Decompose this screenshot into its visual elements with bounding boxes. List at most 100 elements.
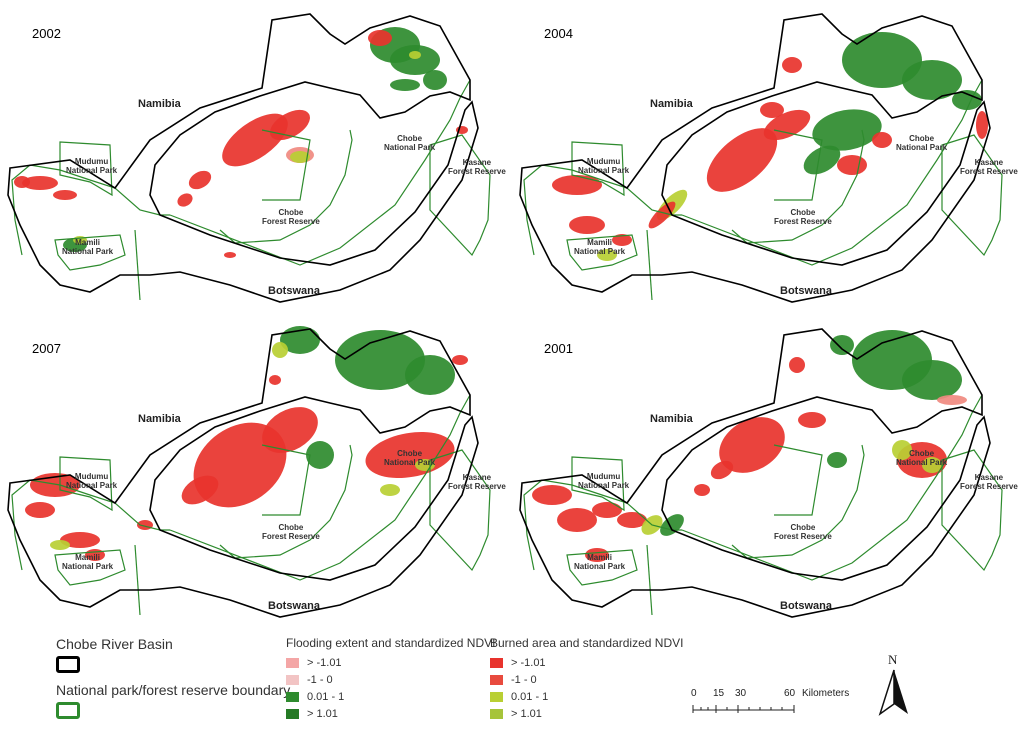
chobe-np-label: Chobe National Park: [384, 134, 436, 152]
park-boundary: [219, 444, 353, 559]
year-label: 2007: [32, 341, 61, 356]
park-boundary: [523, 479, 682, 571]
land-cover-patch: [262, 407, 318, 453]
land-cover-patch: [22, 176, 58, 190]
land-cover-patch: [902, 360, 962, 400]
burn-legend-label: > 1.01: [511, 707, 542, 720]
chobe-fr-label: Chobe Forest Reserve: [262, 523, 320, 541]
land-cover-patch: [53, 190, 77, 200]
park-boundary: [134, 229, 141, 301]
park-boundary: [773, 444, 823, 516]
namibia-label: Namibia: [650, 98, 693, 110]
map-canvas: [519, 13, 1003, 303]
year-label: 2002: [32, 26, 61, 41]
land-cover-patch: [976, 111, 988, 139]
mamili-label: Mamili National Park: [574, 553, 626, 571]
legend-boundaries: Chobe River Basin National park/forest r…: [56, 636, 290, 724]
land-cover-patch: [842, 32, 922, 88]
park-boundary: [773, 129, 823, 201]
burn-legend-label: 0.01 - 1: [511, 690, 549, 703]
basin-outline: [519, 13, 991, 303]
basin-legend-label: Chobe River Basin: [56, 636, 173, 652]
map-canvas: [7, 326, 491, 618]
map-panel-2002: 2002 Namibia Botswana Mudumu National Park Ma…: [0, 0, 512, 315]
chobe-np-label: Chobe National Park: [896, 134, 948, 152]
map-panel-2001: 2001 Namibia Botswana Mudumu National Park Ma…: [512, 315, 1024, 630]
land-cover-patch: [830, 335, 854, 355]
botswana-label: Botswana: [268, 600, 320, 612]
botswana-label: Botswana: [780, 285, 832, 297]
land-cover-patch: [952, 90, 982, 110]
land-cover-patch: [50, 540, 70, 550]
chobe-fr-label: Chobe Forest Reserve: [774, 208, 832, 226]
land-cover-patch: [532, 485, 572, 505]
burn-legend-label: -1 - 0: [511, 673, 537, 686]
basin-outline: [7, 13, 479, 303]
basin-outline: [7, 328, 479, 618]
land-cover-patch: [290, 151, 310, 163]
park-boundary: [523, 164, 682, 256]
burn-legend-item: 0.01 - 1: [490, 688, 683, 705]
park-boundary: [54, 234, 126, 271]
basin-swatch: [56, 656, 80, 673]
namibia-label: Namibia: [138, 413, 181, 425]
land-cover-patch: [892, 440, 912, 460]
burn-legend-item: > -1.01: [490, 654, 683, 671]
flood-swatch: [286, 657, 299, 668]
land-cover-patch: [552, 175, 602, 195]
park-boundary: [11, 479, 170, 571]
land-cover-patch: [405, 355, 455, 395]
land-cover-patch: [188, 170, 212, 190]
park-boundary: [429, 134, 491, 257]
land-cover-patch: [452, 355, 468, 365]
burn-legend-title: Burned area and standardized NDVI: [490, 636, 684, 650]
flood-legend-item: > -1.01: [286, 654, 495, 671]
park-boundary: [261, 444, 311, 516]
land-cover-patch: [224, 252, 236, 258]
burn-swatch: [490, 657, 503, 668]
land-cover-patch: [597, 249, 617, 261]
land-cover-patch: [569, 216, 605, 234]
flood-legend-item: 0.01 - 1: [286, 688, 495, 705]
land-cover-patch: [612, 234, 632, 246]
kasane-label: Kasane Forest Reserve: [960, 158, 1018, 176]
land-cover-patch: [423, 70, 447, 90]
land-cover-patch: [803, 145, 841, 175]
park-boundary: [566, 549, 638, 586]
mudumu-label: Mudumu National Park: [66, 157, 118, 175]
park-boundary: [134, 544, 141, 616]
park-boundary: [941, 449, 1003, 572]
botswana-label: Botswana: [268, 285, 320, 297]
mudumu-label: Mudumu National Park: [578, 472, 630, 490]
chobe-fr-label: Chobe Forest Reserve: [262, 208, 320, 226]
chobe-np-label: Chobe National Park: [384, 449, 436, 467]
land-cover-patch: [380, 484, 400, 496]
burn-legend-item: > 1.01: [490, 705, 683, 722]
land-cover-patch: [390, 79, 420, 91]
land-cover-patch: [837, 155, 867, 175]
land-cover-patch: [937, 395, 967, 405]
land-cover-patch: [760, 102, 784, 118]
scale-tick-15: 15: [713, 688, 725, 699]
land-cover-patch: [222, 113, 288, 167]
legend-burned: Burned area and standardized NDVI > -1.0…: [490, 636, 683, 722]
land-cover-patch: [763, 109, 811, 141]
year-label: 2004: [544, 26, 573, 41]
park-boundary: [566, 234, 638, 271]
land-cover-patch: [617, 512, 647, 528]
flood-legend-label: -1 - 0: [307, 673, 333, 686]
park-boundary: [59, 141, 113, 197]
land-cover-patch: [557, 508, 597, 532]
burn-legend-label: > -1.01: [511, 656, 546, 669]
burn-swatch: [490, 691, 503, 702]
flood-swatch: [286, 708, 299, 719]
basin-outline: [519, 328, 991, 618]
land-cover-patch: [177, 193, 193, 207]
scale-tick-60: 60: [784, 688, 796, 699]
park-boundary: [54, 549, 126, 586]
flood-legend-label: > -1.01: [307, 656, 342, 669]
map-canvas: [519, 328, 1003, 618]
land-cover-patch: [872, 132, 892, 148]
chobe-np-label: Chobe National Park: [896, 449, 948, 467]
park-boundary: [261, 129, 311, 201]
